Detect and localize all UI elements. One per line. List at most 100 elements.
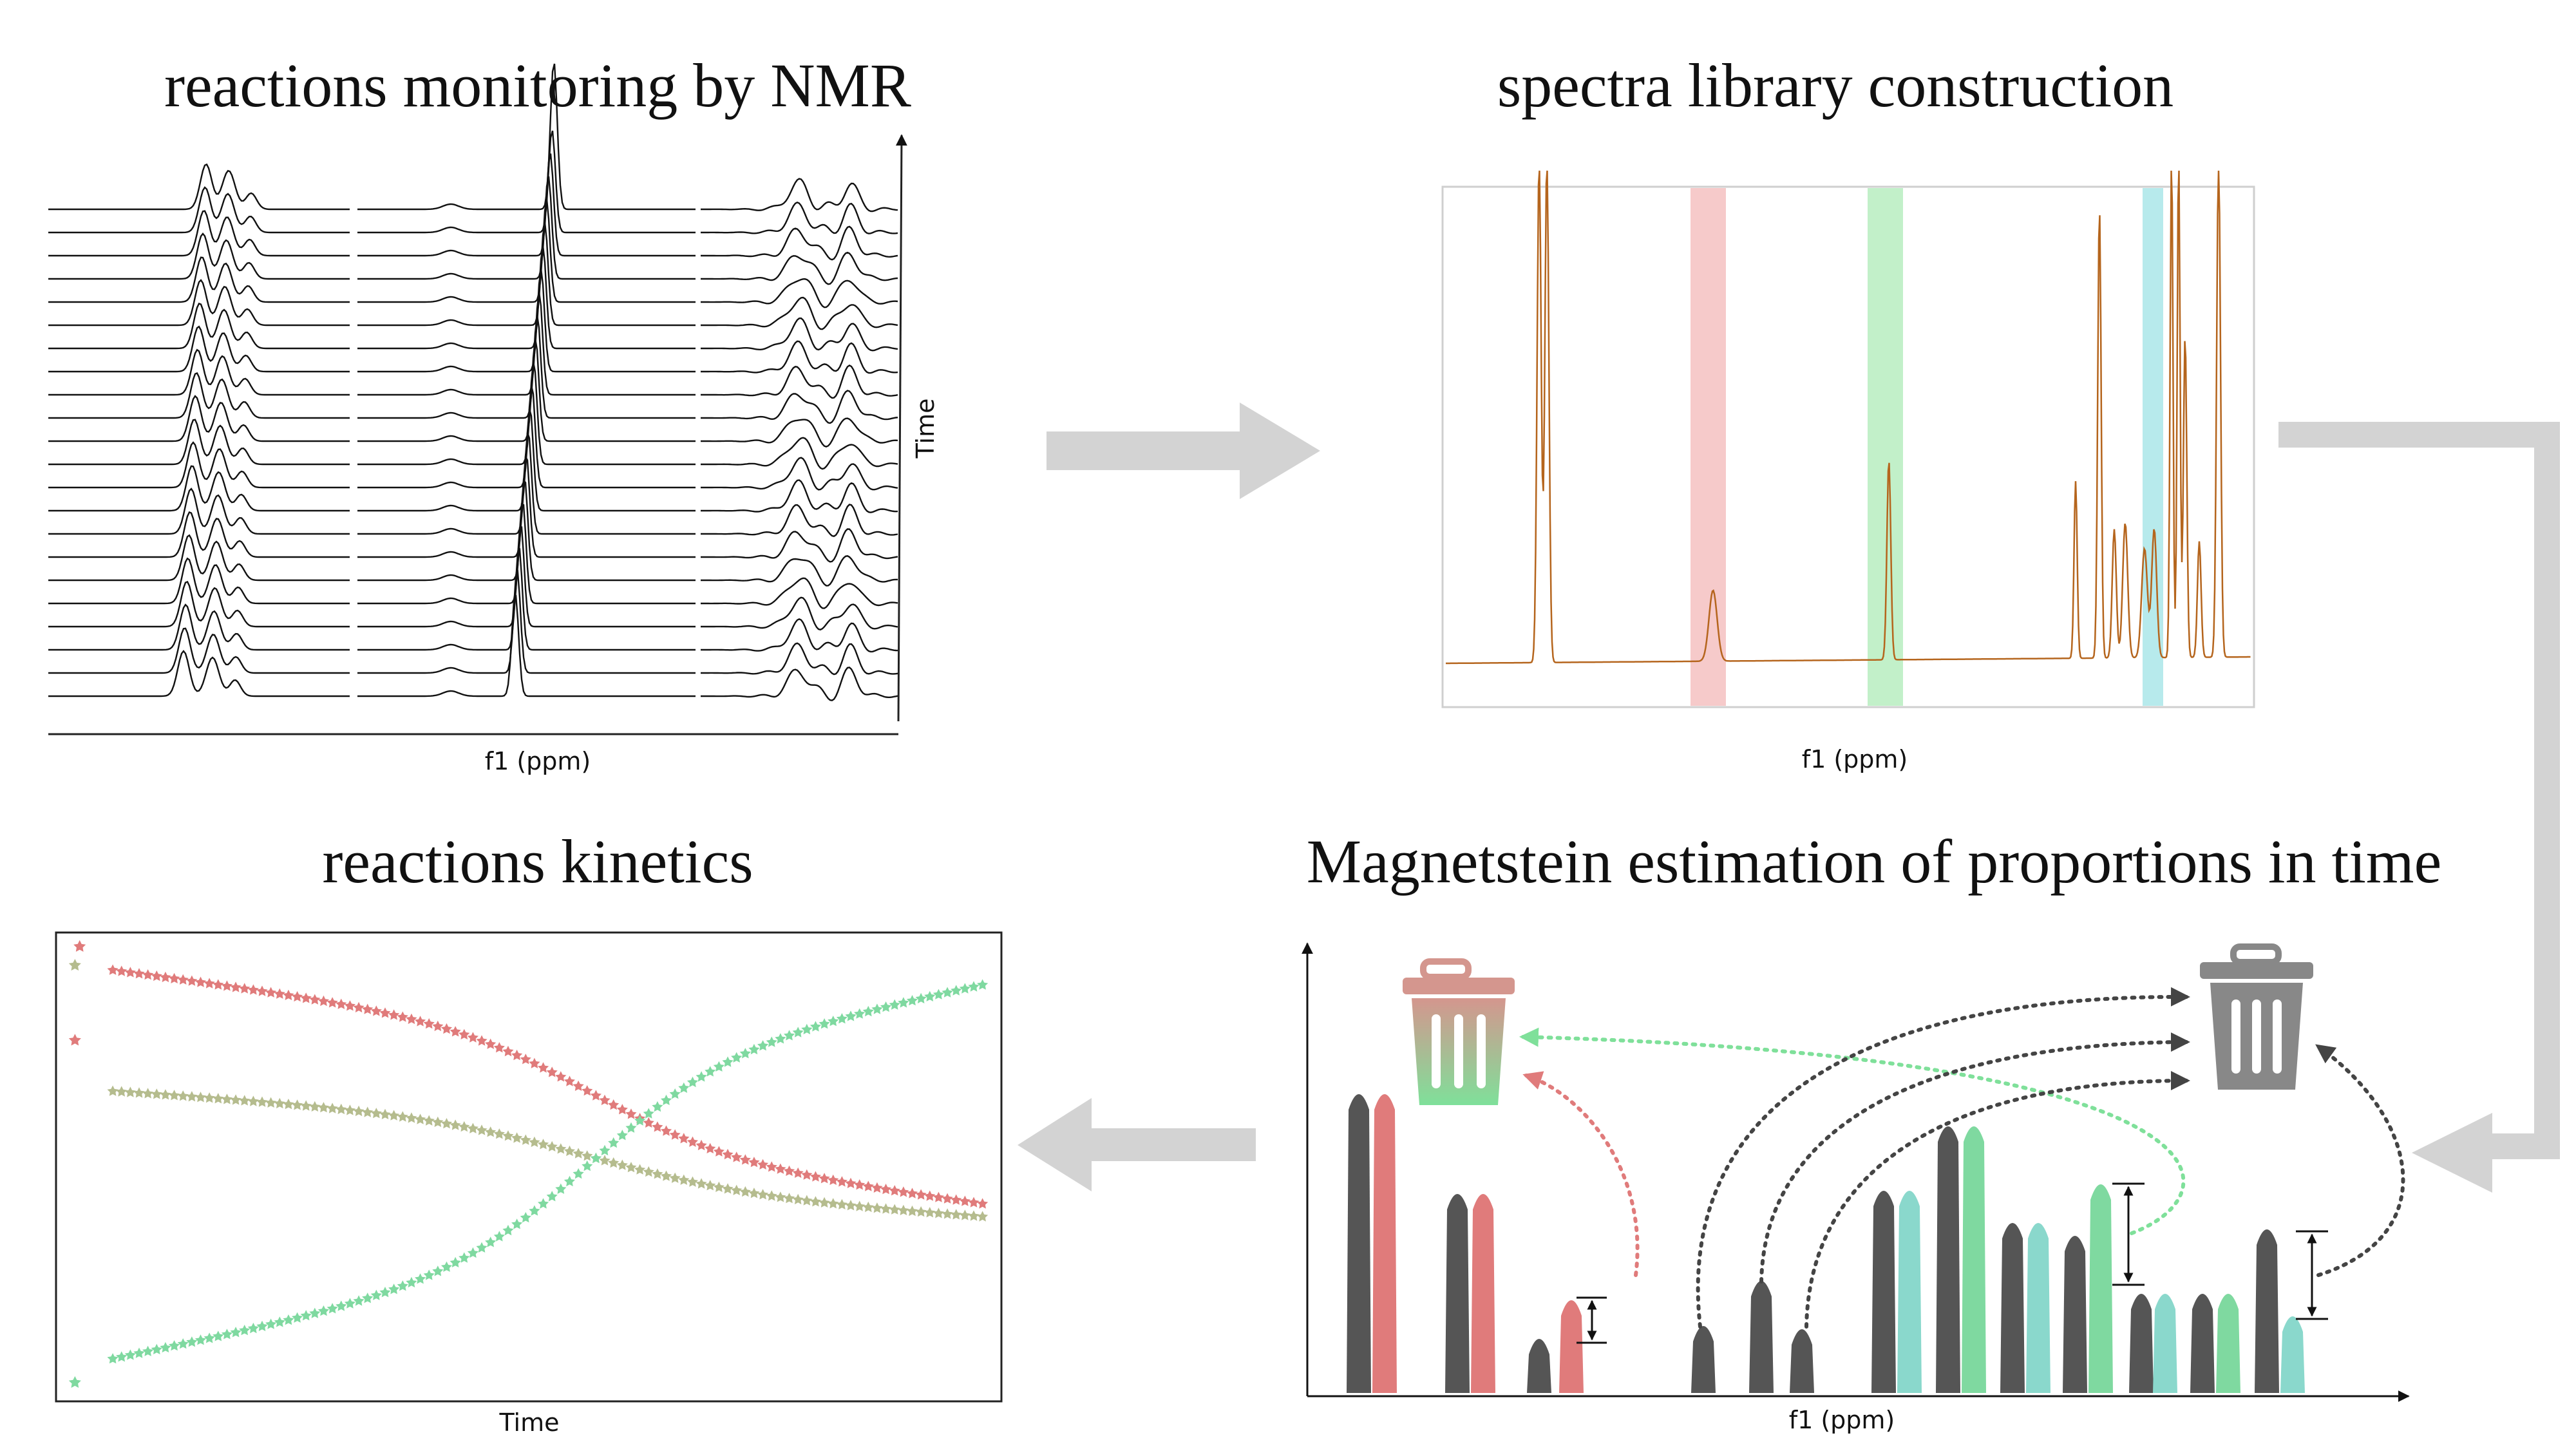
kinetics-point-khaki — [915, 1206, 927, 1217]
kinetics-point-khaki — [871, 1202, 883, 1213]
flow-arrow-left — [1018, 1098, 1256, 1191]
kinetics-point-khaki — [459, 1121, 470, 1132]
kinetics-point-green — [177, 1338, 189, 1349]
kinetics-point-green — [186, 1336, 198, 1347]
kinetics-point-khaki — [177, 1090, 189, 1101]
kinetics-point-green — [388, 1283, 400, 1294]
kinetics-point-green — [757, 1040, 769, 1051]
kinetics-point-green — [467, 1247, 478, 1258]
kinetics-point-khaki — [68, 959, 81, 971]
kinetics-point-red — [766, 1161, 777, 1172]
kinetics-point-green — [511, 1218, 523, 1229]
stacked-spectrum-trace — [48, 569, 898, 676]
kinetics-point-green — [493, 1231, 505, 1242]
kinetics-point-red — [177, 974, 189, 985]
library-spectrum-line — [1446, 170, 2251, 665]
kinetics-point-khaki — [951, 1209, 962, 1220]
kinetics-plot-frame — [55, 931, 1003, 1403]
library-xlabel: f1 (ppm) — [1802, 745, 1908, 773]
kinetics-point-green — [836, 1013, 848, 1024]
kinetics-point-green — [213, 1331, 224, 1341]
kinetics-point-green — [151, 1343, 162, 1354]
kinetics-point-khaki — [784, 1193, 795, 1204]
kinetics-point-khaki — [520, 1134, 531, 1145]
kinetics-point-khaki — [362, 1106, 374, 1117]
proportion-bracket-2 — [2112, 1182, 2145, 1286]
kinetics-point-red — [406, 1013, 417, 1025]
kinetics-point-khaki — [757, 1189, 769, 1200]
kinetics-point-red — [502, 1045, 514, 1057]
magnetstein-peak — [2026, 1223, 2050, 1393]
kinetics-point-khaki — [107, 1085, 118, 1096]
kinetics-point-red — [616, 1104, 628, 1115]
kinetics-point-khaki — [862, 1201, 874, 1213]
kinetics-point-green — [643, 1108, 654, 1119]
kinetics-point-khaki — [634, 1164, 646, 1175]
kinetics-point-green — [485, 1236, 497, 1247]
kinetics-point-khaki — [810, 1196, 821, 1207]
magnetstein-peak — [1471, 1194, 1495, 1393]
kinetics-point-red — [819, 1173, 830, 1184]
kinetics-point-red — [713, 1146, 724, 1157]
magnetstein-peak — [2063, 1236, 2087, 1393]
kinetics-point-khaki — [696, 1178, 707, 1189]
kinetics-point-red — [213, 979, 224, 990]
kinetics-point-khaki — [678, 1174, 690, 1185]
kinetics-point-red — [467, 1032, 478, 1043]
kinetics-point-red — [784, 1165, 795, 1176]
kinetics-point-khaki — [432, 1116, 444, 1127]
magnetstein-peak — [2216, 1294, 2240, 1393]
kinetics-point-khaki — [388, 1110, 400, 1121]
kinetics-point-khaki — [493, 1128, 505, 1139]
magnetstein-peak — [1897, 1191, 1922, 1393]
magnetstein-peak — [1372, 1094, 1397, 1393]
stacked-spectrum-trace — [48, 478, 898, 587]
kinetics-point-red — [582, 1085, 593, 1096]
kinetics-point-red — [485, 1038, 497, 1049]
kinetics-point-red — [397, 1011, 408, 1022]
kinetics-point-khaki — [906, 1205, 918, 1217]
kinetics-point-khaki — [423, 1115, 435, 1126]
kinetics-point-green — [309, 1307, 321, 1318]
kinetics-point-khaki — [977, 1211, 989, 1222]
kinetics-point-green — [538, 1198, 549, 1209]
stacked-spectrum-trace — [48, 361, 898, 470]
kinetics-point-green — [784, 1030, 795, 1041]
stacked-spectrum-trace — [48, 338, 898, 448]
kinetics-point-green — [924, 990, 936, 1001]
flow-arrow-right — [1046, 402, 1320, 499]
kinetics-point-khaki — [194, 1092, 207, 1103]
monitoring-time-axis — [895, 134, 907, 722]
magnetstein-peak — [2280, 1316, 2305, 1393]
transport-arrow-gray-1 — [1696, 987, 2190, 1329]
kinetics-points — [68, 940, 989, 1388]
kinetics-point-green — [634, 1115, 646, 1126]
kinetics-point-khaki — [687, 1176, 698, 1187]
kinetics-point-khaki — [652, 1168, 663, 1179]
kinetics-point-khaki — [274, 1097, 285, 1109]
kinetics-point-red — [705, 1142, 716, 1153]
kinetics-point-green — [862, 1005, 874, 1017]
kinetics-point-red — [915, 1189, 927, 1200]
kinetics-point-green — [933, 989, 944, 999]
kinetics-point-red — [739, 1154, 751, 1165]
kinetics-point-red — [871, 1182, 883, 1193]
kinetics-point-green — [116, 1351, 128, 1362]
kinetics-point-green — [828, 1016, 839, 1027]
kinetics-point-green — [344, 1298, 355, 1309]
kinetics-point-green — [336, 1300, 347, 1311]
kinetics-point-green — [353, 1295, 365, 1306]
kinetics-point-green — [678, 1082, 690, 1093]
kinetics-point-green — [370, 1289, 382, 1300]
kinetics-point-khaki — [555, 1143, 567, 1154]
kinetics-point-green — [292, 1312, 303, 1323]
kinetics-point-green — [652, 1101, 663, 1112]
kinetics-point-red — [810, 1171, 821, 1182]
stacked-spectrum-trace — [48, 315, 898, 424]
magnetstein-peak — [1749, 1281, 1774, 1393]
kinetics-point-green — [221, 1329, 232, 1340]
kinetics-point-khaki — [379, 1108, 391, 1119]
stacked-spectrum-trace — [48, 153, 898, 261]
kinetics-point-red — [661, 1125, 672, 1136]
kinetics-point-red — [239, 983, 251, 994]
